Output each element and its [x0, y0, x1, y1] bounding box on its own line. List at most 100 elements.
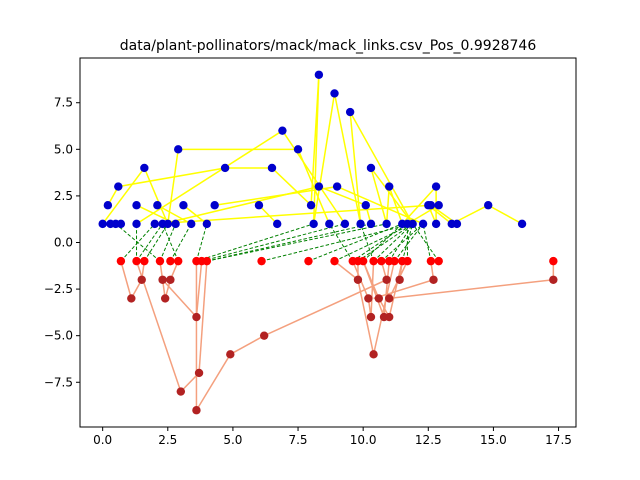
upper-node-30 — [210, 201, 219, 210]
lower-node-2 — [166, 275, 175, 284]
lower-root-node-16 — [377, 256, 386, 266]
cross-edge-8 — [206, 223, 387, 262]
lower-edge-12 — [195, 353, 231, 411]
upper-edge-6 — [312, 93, 336, 224]
lower-root-node-10 — [304, 256, 313, 266]
upper-node-45 — [267, 163, 277, 173]
cross-edge-22 — [412, 223, 440, 262]
upper-edge-32 — [154, 204, 431, 225]
upper-node-42 — [431, 182, 441, 191]
lower-root-node-23 — [549, 256, 558, 266]
upper-node-52 — [314, 70, 324, 79]
lower-edge-0 — [120, 260, 133, 299]
lower-edge-33 — [334, 260, 359, 281]
upper-node-7 — [163, 219, 172, 229]
lower-node-13 — [192, 312, 201, 322]
cross-edge-17 — [388, 223, 414, 262]
upper-edge-13 — [388, 186, 403, 225]
upper-edge-35 — [157, 204, 192, 225]
y-tick-label-2: −2.5 — [44, 282, 73, 296]
x-tick-label-6: 15.0 — [480, 433, 507, 447]
upper-node-36 — [434, 201, 443, 210]
cross-edge-16 — [381, 223, 424, 262]
cross-edges — [115, 223, 440, 262]
upper-edge-8 — [349, 111, 362, 224]
upper-node-29 — [179, 201, 188, 210]
lower-node-4 — [382, 275, 391, 284]
lower-edge-24 — [388, 260, 403, 318]
lower-node-12 — [385, 294, 394, 303]
lower-root-node-0 — [116, 256, 126, 266]
lower-edge-9 — [162, 279, 198, 318]
upper-node-12 — [309, 219, 318, 229]
x-tick-label-5: 12.5 — [415, 433, 442, 447]
cross-edge-25 — [206, 223, 372, 262]
upper-node-8 — [171, 219, 180, 229]
lower-root-node-20 — [403, 256, 412, 266]
upper-edge-25 — [136, 130, 283, 225]
upper-node-50 — [345, 107, 355, 117]
lower-node-7 — [549, 275, 558, 284]
upper-node-32 — [306, 201, 316, 210]
upper-edge-37 — [258, 204, 278, 225]
lower-edge-30 — [373, 279, 434, 300]
lower-root-node-18 — [390, 256, 399, 266]
upper-edge-9 — [349, 111, 414, 225]
lower-root-node-9 — [257, 256, 266, 266]
lower-edge-10 — [195, 261, 203, 318]
upper-node-26 — [103, 201, 113, 210]
lower-root-node-22 — [434, 256, 443, 266]
upper-node-3 — [116, 219, 126, 229]
lower-edge-14 — [263, 279, 387, 337]
lower-root-node-2 — [140, 256, 149, 266]
cross-edge-11 — [334, 223, 413, 262]
upper-node-47 — [174, 145, 183, 154]
x-tick-label-1: 2.5 — [158, 433, 177, 447]
upper-node-5 — [150, 219, 159, 229]
upper-node-46 — [366, 163, 376, 173]
upper-edge-3 — [271, 167, 312, 206]
upper-node-15 — [356, 219, 365, 229]
upper-node-37 — [484, 201, 493, 210]
lower-edge-13 — [229, 335, 265, 355]
cross-edge-15 — [373, 223, 414, 262]
upper-node-28 — [153, 201, 162, 210]
lower-node-6 — [429, 275, 438, 284]
upper-node-49 — [278, 126, 287, 135]
lower-node-9 — [160, 294, 170, 303]
upper-node-4 — [132, 219, 141, 229]
cross-edge-2 — [143, 223, 169, 262]
lower-root-node-21 — [426, 256, 436, 266]
cross-edge-14 — [362, 223, 403, 262]
lower-node-14 — [366, 312, 376, 322]
y-tick-label-0: −7.5 — [44, 375, 73, 389]
upper-node-20 — [408, 219, 417, 229]
upper-node-21 — [418, 219, 428, 229]
lower-edge-20 — [357, 279, 375, 355]
lower-node-19 — [369, 350, 378, 359]
upper-node-27 — [132, 201, 141, 210]
upper-edge-31 — [336, 185, 424, 225]
upper-node-40 — [332, 182, 342, 191]
upper-edge-12 — [385, 186, 390, 224]
y-tick-label-6: 7.5 — [54, 96, 73, 110]
upper-edge-21 — [143, 167, 169, 225]
cross-edge-13 — [357, 223, 413, 262]
y-tick-label-3: 0.0 — [54, 236, 73, 250]
lower-root-node-11 — [330, 256, 339, 266]
upper-edge-28 — [318, 185, 367, 206]
lower-node-3 — [353, 275, 363, 284]
upper-node-44 — [220, 163, 230, 173]
lower-root-node-1 — [132, 256, 141, 266]
lower-node-8 — [127, 294, 136, 303]
upper-node-9 — [187, 219, 196, 229]
lower-node-10 — [364, 294, 373, 303]
upper-node-22 — [431, 219, 441, 229]
lower-node-5 — [395, 275, 404, 284]
x-axis: 0.0 2.5 5.0 7.5 10.0 12.5 15.0 17.5 — [93, 427, 572, 447]
upper-edge-5 — [312, 74, 320, 224]
upper-node-14 — [340, 219, 350, 229]
cross-edge-6 — [196, 223, 314, 262]
